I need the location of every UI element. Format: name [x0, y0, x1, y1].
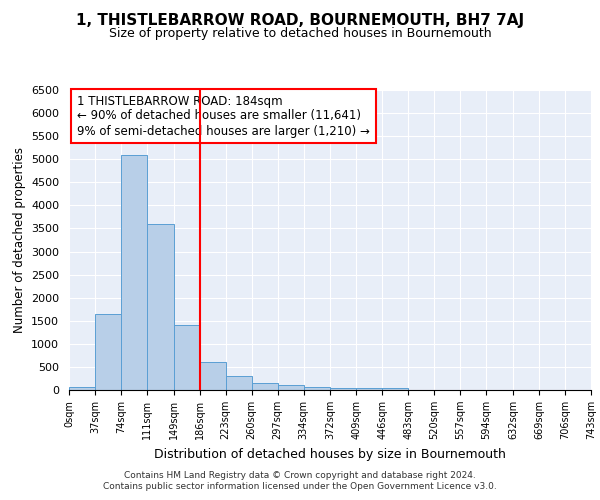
Bar [251, 383, 278, 390]
Bar [382, 388, 409, 390]
Bar [147, 224, 173, 390]
Text: Contains HM Land Registry data © Crown copyright and database right 2024.: Contains HM Land Registry data © Crown c… [124, 471, 476, 480]
Bar [356, 388, 382, 390]
Text: 1 THISTLEBARROW ROAD: 184sqm
← 90% of detached houses are smaller (11,641)
9% of: 1 THISTLEBARROW ROAD: 184sqm ← 90% of de… [77, 94, 370, 138]
Text: Contains public sector information licensed under the Open Government Licence v3: Contains public sector information licen… [103, 482, 497, 491]
Bar [121, 154, 147, 390]
Bar [200, 362, 226, 390]
Bar [331, 388, 356, 390]
Bar [95, 314, 121, 390]
Bar [173, 326, 200, 390]
Bar [278, 386, 304, 390]
Bar [304, 386, 331, 390]
Bar [226, 376, 251, 390]
X-axis label: Distribution of detached houses by size in Bournemouth: Distribution of detached houses by size … [154, 448, 506, 460]
Text: 1, THISTLEBARROW ROAD, BOURNEMOUTH, BH7 7AJ: 1, THISTLEBARROW ROAD, BOURNEMOUTH, BH7 … [76, 12, 524, 28]
Bar [69, 386, 95, 390]
Text: Size of property relative to detached houses in Bournemouth: Size of property relative to detached ho… [109, 28, 491, 40]
Y-axis label: Number of detached properties: Number of detached properties [13, 147, 26, 333]
